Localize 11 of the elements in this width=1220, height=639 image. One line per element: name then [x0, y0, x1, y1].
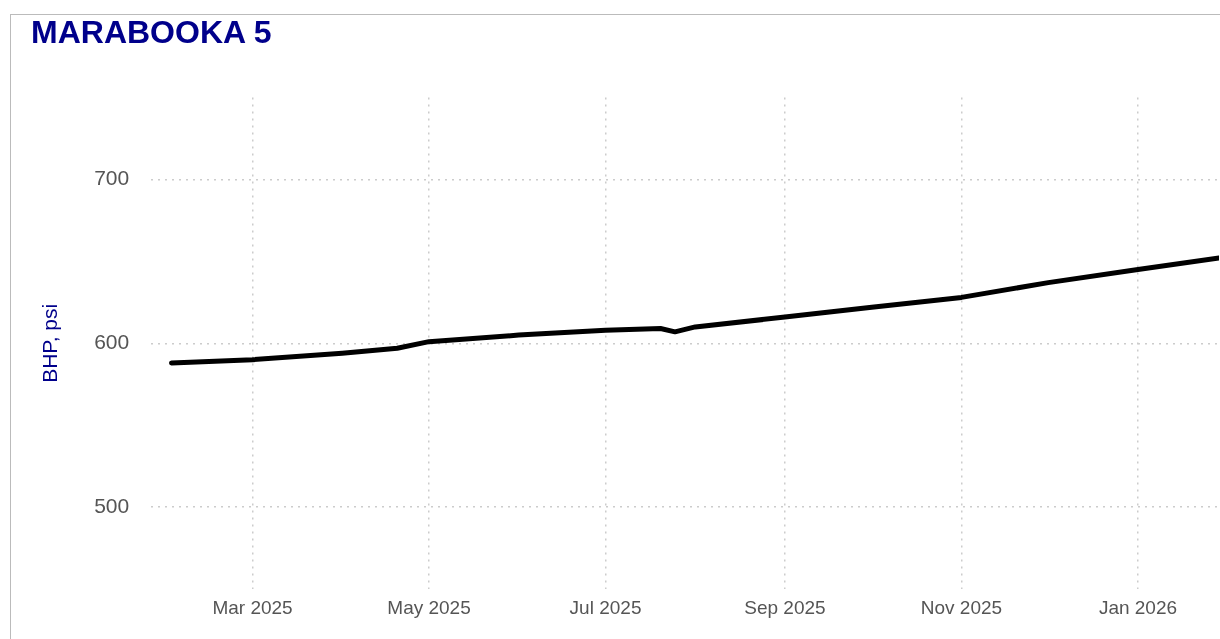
x-tick-label: Nov 2025	[920, 596, 1003, 618]
chart-title: MARABOOKA 5	[31, 14, 272, 51]
x-tick-label: Sep 2025	[744, 596, 826, 618]
x-tick-label: Mar 2025	[212, 596, 293, 618]
y-tick-label: 600	[94, 330, 130, 354]
x-tick-label: Jan 2026	[1098, 596, 1178, 618]
y-tick-label: 500	[94, 494, 130, 518]
x-tick-label: May 2025	[387, 596, 471, 618]
y-axis-title: BHP, psi	[38, 303, 62, 383]
x-tick-label: Jul 2025	[569, 596, 642, 618]
y-tick-label: 700	[94, 166, 130, 190]
